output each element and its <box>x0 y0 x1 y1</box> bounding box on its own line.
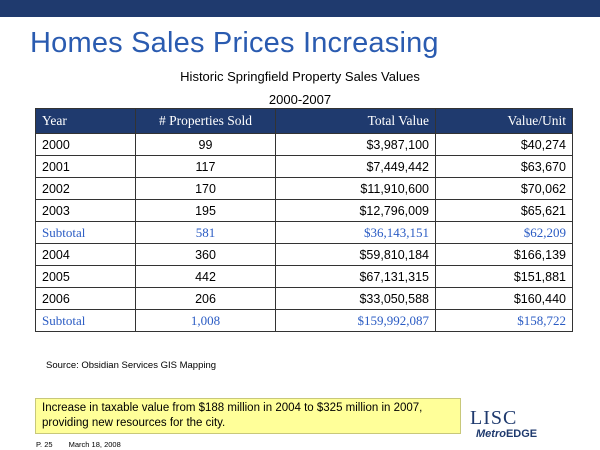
cell-year: 2004 <box>35 243 136 266</box>
subtotal-row: Subtotal 581 $36,143,151 $62,209 <box>35 221 573 244</box>
table-row: 2002 170 $11,910,600 $70,062 <box>35 177 573 200</box>
cell-value-per-unit: $40,274 <box>435 133 573 156</box>
table-body: 2000 99 $3,987,100 $40,274 2001 117 $7,449,442… <box>35 133 573 332</box>
table-period: 2000-2007 <box>268 92 332 107</box>
cell-properties-sold: 117 <box>135 155 276 178</box>
cell-properties-sold: 1,008 <box>135 309 276 332</box>
cell-year: 2005 <box>35 265 136 288</box>
slide-footer: P. 25 March 18, 2008 <box>36 440 121 449</box>
cell-total-value: $36,143,151 <box>275 221 436 244</box>
cell-properties-sold: 581 <box>135 221 276 244</box>
cell-value-per-unit: $166,139 <box>435 243 573 266</box>
cell-value-per-unit: $70,062 <box>435 177 573 200</box>
cell-total-value: $12,796,009 <box>275 199 436 222</box>
table-row: 2004 360 $59,810,184 $166,139 <box>35 243 573 266</box>
cell-year: 2002 <box>35 177 136 200</box>
cell-properties-sold: 442 <box>135 265 276 288</box>
cell-value-per-unit: $151,881 <box>435 265 573 288</box>
logo-metro-text: Metro <box>476 428 506 440</box>
logo-metroedge-text: MetroEDGE <box>476 427 570 441</box>
logo-edge-text: EDGE <box>505 428 538 440</box>
cell-total-value: $159,992,087 <box>275 309 436 332</box>
table-subtitle: Historic Springfield Property Sales Valu… <box>180 69 420 84</box>
top-banner-bar <box>0 0 600 17</box>
header-value-per-unit: Value/Unit <box>435 108 573 134</box>
cell-properties-sold: 195 <box>135 199 276 222</box>
cell-total-value: $33,050,588 <box>275 287 436 310</box>
cell-properties-sold: 206 <box>135 287 276 310</box>
header-properties-sold: # Properties Sold <box>135 108 276 134</box>
cell-value-per-unit: $62,209 <box>435 221 573 244</box>
subtotal-row: Subtotal 1,008 $159,992,087 $158,722 <box>35 309 573 332</box>
table-row: 2005 442 $67,131,315 $151,881 <box>35 265 573 288</box>
header-total-value: Total Value <box>275 108 436 134</box>
cell-year: 2001 <box>35 155 136 178</box>
cell-year: 2003 <box>35 199 136 222</box>
table-row: 2006 206 $33,050,588 $160,440 <box>35 287 573 310</box>
source-note: Source: Obsidian Services GIS Mapping <box>46 360 217 371</box>
cell-properties-sold: 99 <box>135 133 276 156</box>
cell-total-value: $59,810,184 <box>275 243 436 266</box>
cell-value-per-unit: $158,722 <box>435 309 573 332</box>
cell-year: Subtotal <box>35 221 136 244</box>
page-number: P. 25 <box>36 440 53 449</box>
table-row: 2001 117 $7,449,442 $63,670 <box>35 155 573 178</box>
cell-total-value: $3,987,100 <box>275 133 436 156</box>
table-row: 2003 195 $12,796,009 $65,621 <box>35 199 573 222</box>
table-header-row: Year # Properties Sold Total Value Value… <box>35 108 573 134</box>
cell-value-per-unit: $65,621 <box>435 199 573 222</box>
cell-year: 2000 <box>35 133 136 156</box>
lisc-metroedge-logo: LISC MetroEDGE <box>470 407 570 445</box>
cell-value-per-unit: $160,440 <box>435 287 573 310</box>
sales-table: Year # Properties Sold Total Value Value… <box>35 108 573 332</box>
cell-year: 2006 <box>35 287 136 310</box>
header-year: Year <box>35 108 136 134</box>
logo-lisc-text: LISC <box>470 407 518 429</box>
highlight-note: Increase in taxable value from $188 mill… <box>35 398 461 434</box>
slide-title: Homes Sales Prices Increasing <box>30 27 439 59</box>
cell-value-per-unit: $63,670 <box>435 155 573 178</box>
table-row: 2000 99 $3,987,100 $40,274 <box>35 133 573 156</box>
cell-total-value: $7,449,442 <box>275 155 436 178</box>
footer-date: March 18, 2008 <box>68 440 121 449</box>
cell-properties-sold: 360 <box>135 243 276 266</box>
cell-total-value: $11,910,600 <box>275 177 436 200</box>
cell-total-value: $67,131,315 <box>275 265 436 288</box>
cell-properties-sold: 170 <box>135 177 276 200</box>
cell-year: Subtotal <box>35 309 136 332</box>
